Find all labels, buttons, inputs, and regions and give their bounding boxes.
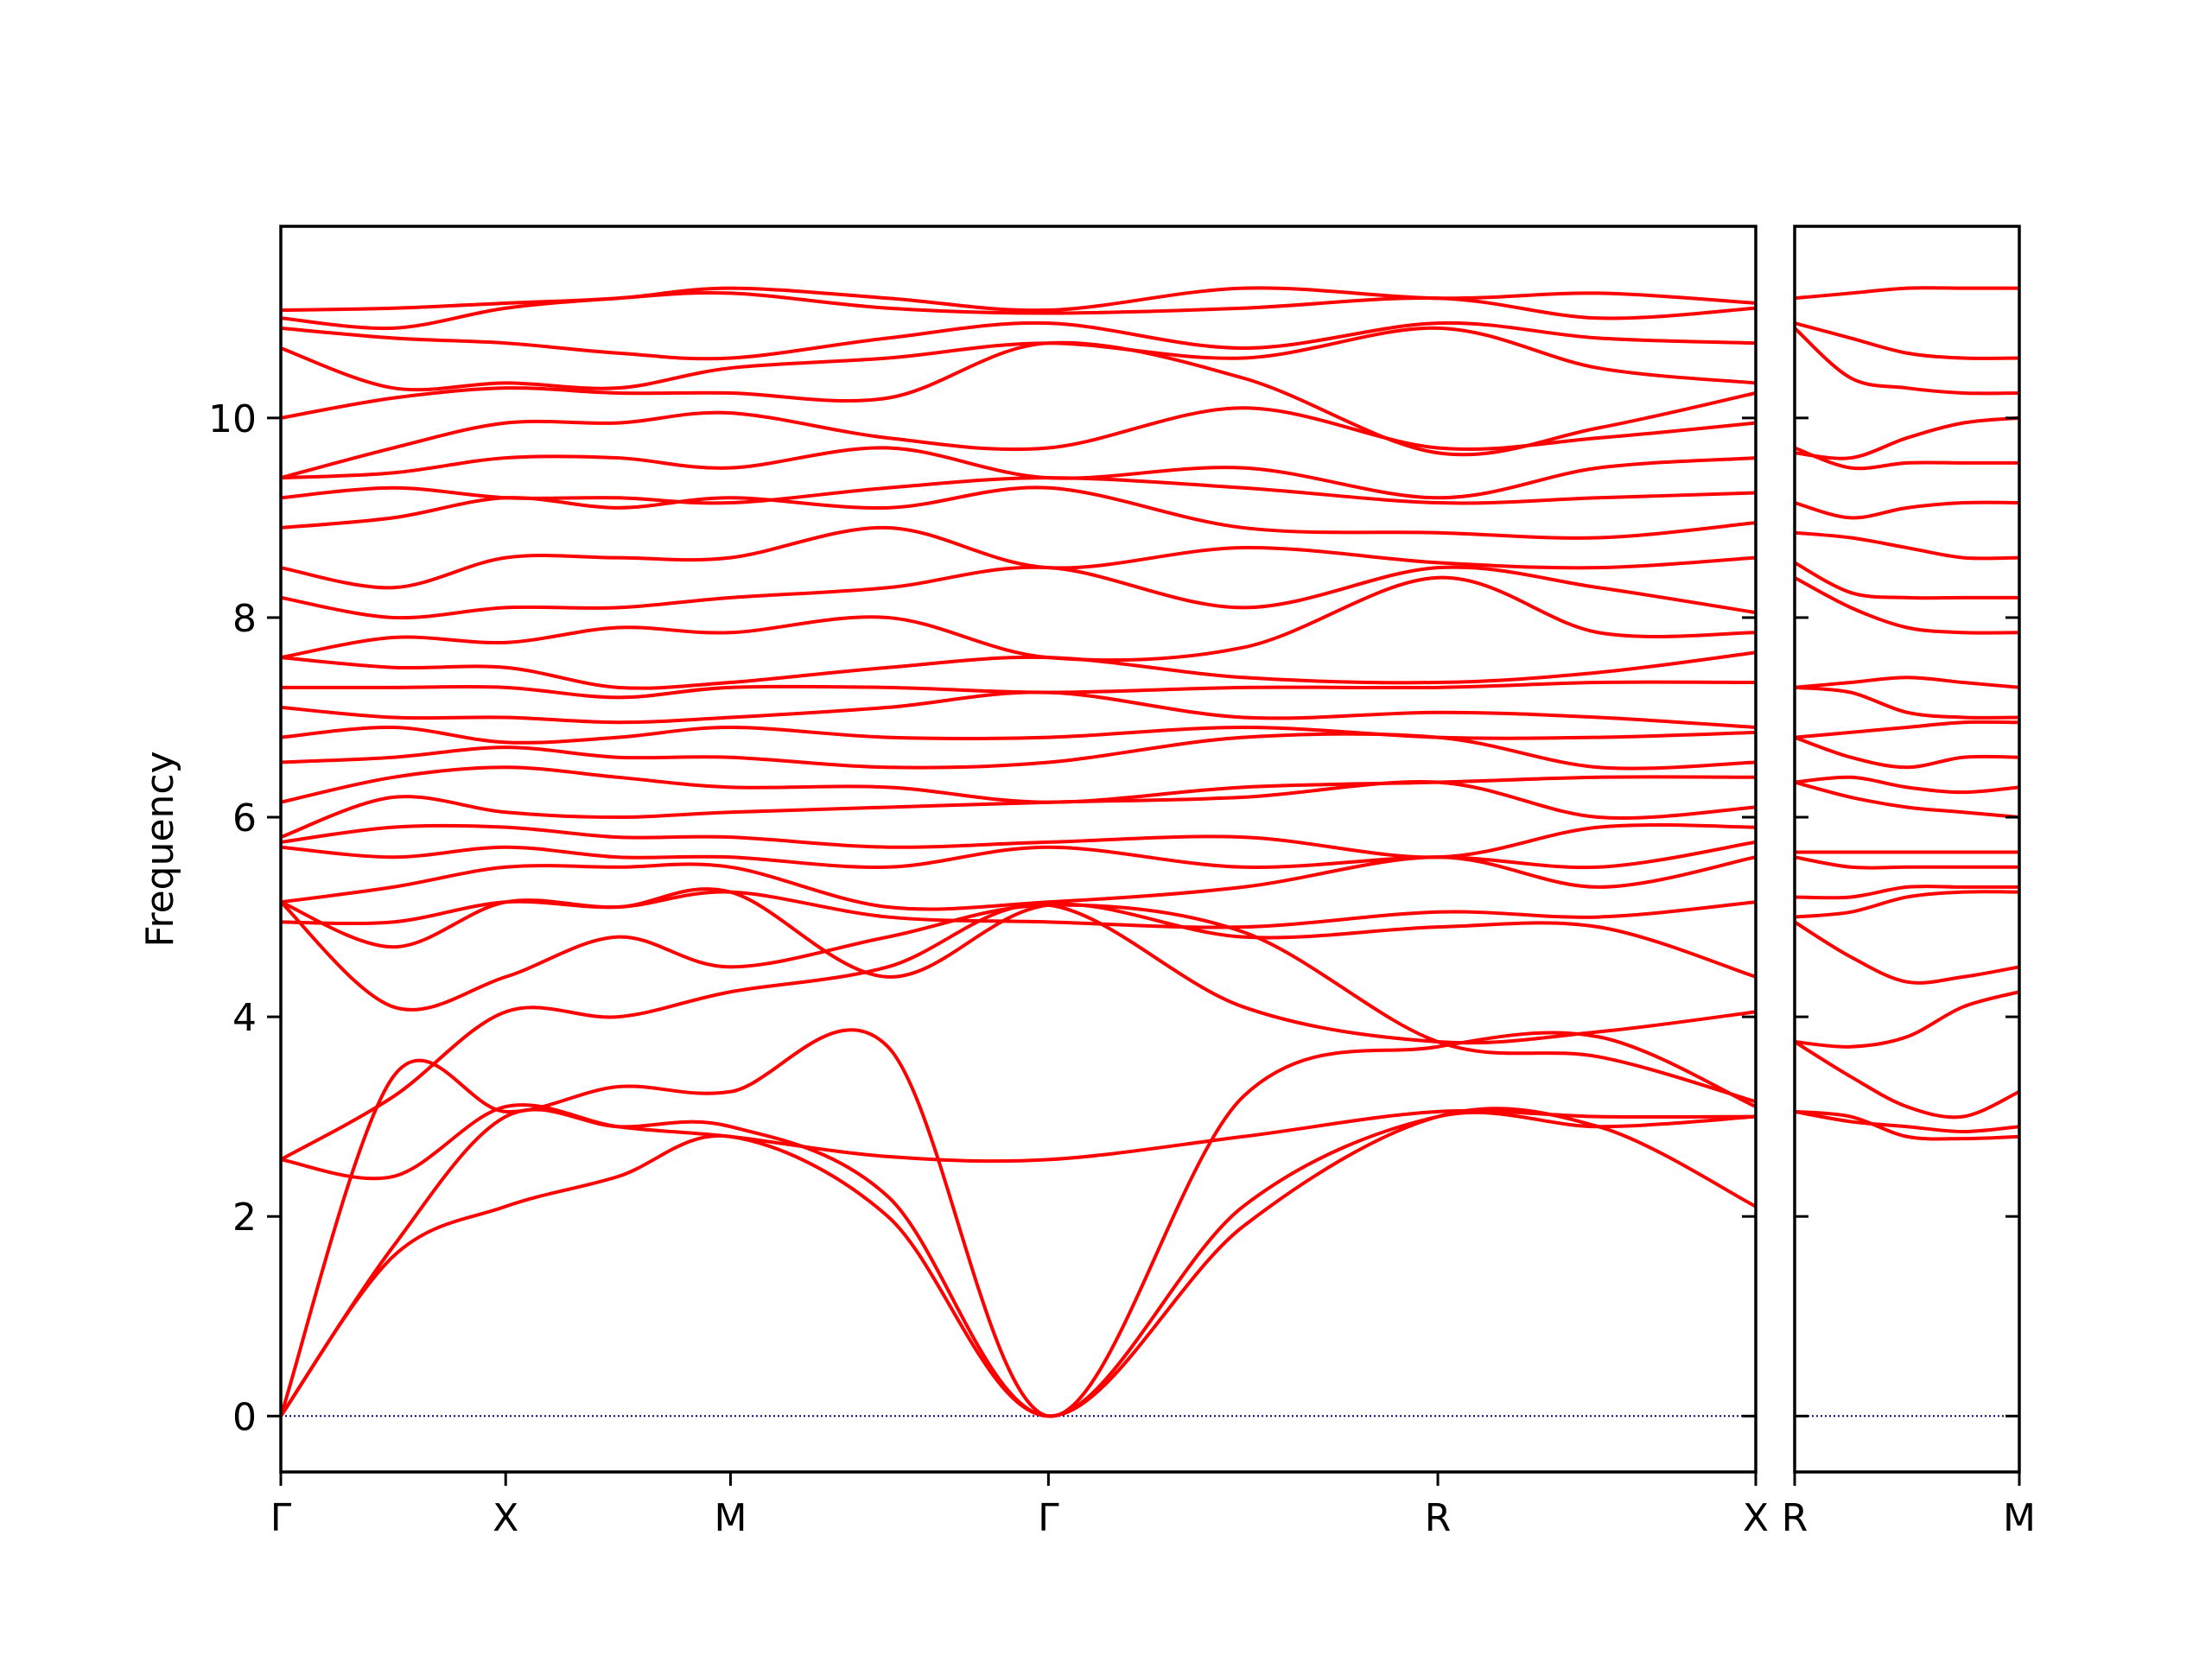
band-line	[281, 823, 1756, 860]
band-line	[281, 1028, 1756, 1418]
band-line	[1795, 720, 2019, 739]
band-line	[1795, 990, 2019, 1049]
band-line	[281, 406, 1756, 480]
band-line	[1795, 561, 2019, 600]
band-line	[281, 680, 1756, 700]
y-axis-label: Frequency	[138, 751, 182, 947]
band-line	[1795, 890, 2019, 919]
band-line	[281, 1103, 1756, 1181]
x-tick-label: X	[493, 1496, 518, 1540]
band-line	[281, 900, 1756, 1104]
band-line	[1795, 855, 2019, 870]
band-line	[1795, 500, 2019, 520]
band-line	[281, 732, 1756, 771]
band-line	[281, 650, 1756, 690]
band-line	[281, 1107, 1756, 1418]
band-line	[1795, 920, 2019, 985]
band-line	[1795, 1040, 2019, 1120]
band-line	[1795, 321, 2019, 360]
band-line	[281, 446, 1756, 500]
band-line	[281, 690, 1756, 730]
band-line	[1795, 1109, 2019, 1141]
band-line	[1795, 780, 2019, 820]
x-tick-label: X	[1743, 1496, 1769, 1540]
band-line	[1795, 735, 2019, 770]
band-line	[1795, 286, 2019, 301]
band-line	[281, 765, 1756, 804]
band-line	[281, 485, 1756, 540]
band-line	[281, 575, 1756, 663]
band-line	[281, 890, 1756, 929]
y-tick-label: 0	[232, 1395, 257, 1439]
band-line	[1795, 685, 2019, 720]
band-line	[281, 525, 1756, 590]
band-line	[1795, 676, 2019, 689]
band-line	[1795, 530, 2019, 561]
axes-frame	[279, 225, 1758, 1474]
y-tick-label: 2	[232, 1196, 257, 1240]
band-line	[281, 326, 1756, 392]
band-line	[281, 903, 1756, 1162]
x-tick-label: R	[1782, 1496, 1808, 1540]
y-tick-label: 6	[232, 796, 257, 841]
band-line	[1795, 446, 2019, 471]
y-tick-label: 4	[232, 996, 257, 1040]
x-tick-label: M	[2003, 1496, 2036, 1540]
x-tick-label: M	[714, 1496, 747, 1540]
band-line	[281, 476, 1756, 505]
band-line	[1795, 327, 2019, 396]
band-line	[1795, 1109, 2019, 1133]
band-line	[281, 840, 1756, 870]
x-tick-label: Γ	[1038, 1496, 1059, 1540]
band-line	[1795, 885, 2019, 900]
y-tick-label: 8	[232, 597, 257, 641]
band-line	[281, 780, 1756, 840]
plot-area	[1795, 286, 2019, 1418]
band-line	[281, 887, 1756, 979]
axes-frame	[1793, 225, 2021, 1474]
band-line	[281, 726, 1756, 745]
band-line	[1795, 575, 2019, 635]
band-line	[281, 1107, 1756, 1418]
band-line	[281, 286, 1756, 313]
x-tick-label: R	[1425, 1496, 1452, 1540]
band-line	[1795, 775, 2019, 795]
band-line	[281, 320, 1756, 361]
band-line	[281, 340, 1756, 457]
y-tick-label: 10	[208, 397, 257, 441]
plot-area	[281, 286, 1756, 1418]
band-line	[1795, 416, 2019, 460]
band-line	[281, 290, 1756, 331]
band-line	[281, 565, 1756, 620]
band-line	[281, 855, 1756, 911]
x-tick-label: Γ	[270, 1496, 292, 1540]
